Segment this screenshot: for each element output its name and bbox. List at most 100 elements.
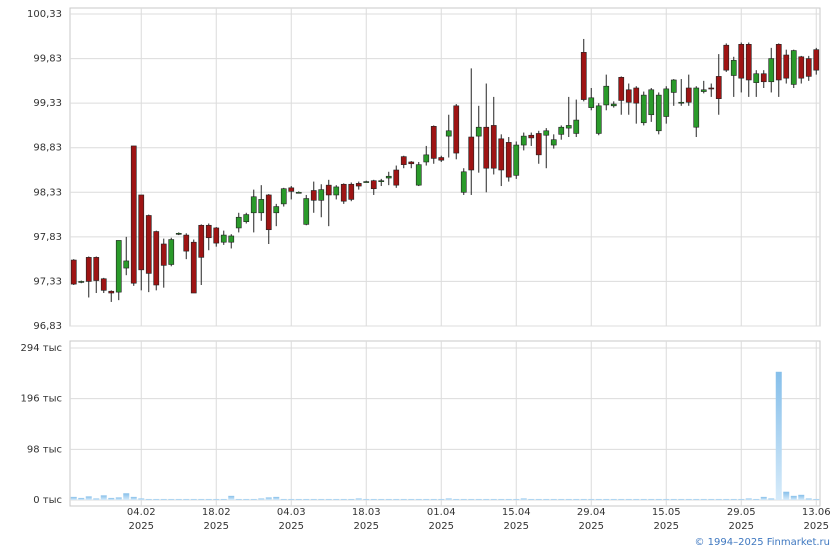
volume-bar (228, 495, 235, 500)
volume-bar (475, 498, 482, 500)
candle-body (460, 171, 467, 193)
candle-body (490, 125, 497, 169)
volume-bar (753, 498, 760, 500)
candle-body (288, 187, 295, 192)
y-tick-label: 96,83 (33, 321, 62, 332)
price-panel-frame (69, 7, 821, 327)
candle-body (700, 89, 707, 92)
candle-body (505, 142, 512, 178)
candle-body (723, 44, 730, 71)
volume-bar (288, 498, 295, 500)
candle-body (745, 44, 752, 81)
candle-body (565, 125, 572, 129)
candle-body (310, 190, 317, 201)
candle-body (295, 191, 302, 194)
volume-bar (730, 498, 737, 500)
volume-bar (550, 498, 557, 500)
candle-body (213, 227, 220, 244)
candle-body (153, 231, 160, 286)
candle-body (93, 257, 100, 281)
candle-body (378, 180, 385, 182)
volume-bar (468, 498, 475, 500)
candle-body (648, 89, 655, 116)
volume-bar (168, 498, 175, 500)
candle-body (183, 234, 190, 252)
y-tick-label: 97,83 (33, 232, 62, 243)
volume-bar (78, 497, 85, 500)
candle-body (603, 85, 610, 106)
candle-body (70, 259, 77, 285)
candle-body (588, 97, 595, 108)
candle-body (475, 126, 482, 137)
candle-body (303, 198, 310, 225)
candle-body (340, 183, 347, 202)
candle-body (145, 215, 152, 274)
volume-bar (708, 498, 715, 500)
candle-body (640, 94, 647, 124)
candle-body (580, 52, 587, 100)
x-tick-label: 29.05 2025 (727, 507, 756, 532)
volume-bar (348, 498, 355, 500)
candle-body (670, 79, 677, 93)
candle-body (220, 234, 227, 243)
candle-body (520, 135, 527, 146)
volume-bar (745, 498, 752, 500)
candle-body (685, 87, 692, 103)
volume-bar (445, 498, 452, 500)
candle-body (423, 154, 430, 163)
volume-bar (505, 498, 512, 500)
volume-bar (490, 498, 497, 500)
x-tick-label: 13.06 2025 (802, 507, 831, 532)
volume-bar (400, 498, 407, 500)
volume-bar (460, 498, 467, 500)
volume-bar (663, 498, 670, 500)
volume-bar (648, 498, 655, 500)
candle-body (760, 73, 767, 83)
candle-body (655, 94, 662, 132)
candle-body (693, 87, 700, 128)
candle-body (468, 136, 475, 171)
volume-bar (243, 498, 250, 500)
candle-body (100, 278, 107, 291)
volume-bar (535, 498, 542, 500)
volume-bar (220, 498, 227, 500)
candle-body (138, 194, 145, 271)
volume-bar (588, 498, 595, 500)
candle-body (618, 76, 625, 101)
candle-body (318, 189, 325, 201)
volume-bar (190, 498, 197, 500)
y-tick-label: 98,33 (33, 187, 62, 198)
candle-body (790, 50, 797, 85)
candle-body (550, 139, 557, 146)
candle-body (85, 257, 92, 282)
volume-bar (625, 498, 632, 500)
candle-body (738, 44, 745, 79)
candle-body (115, 240, 122, 293)
volume-bar (760, 496, 767, 500)
candle-body (445, 130, 452, 137)
candle-body (160, 243, 167, 266)
candle-body (775, 44, 782, 81)
candle-body (483, 126, 490, 169)
candle-body (205, 224, 212, 239)
volume-bar (498, 498, 505, 500)
volume-bar (685, 498, 692, 500)
volume-bar (430, 498, 437, 500)
volume-bar (85, 496, 92, 500)
x-tick-label: 18.02 2025 (202, 507, 231, 532)
volume-bar (610, 498, 617, 500)
candle-body (543, 130, 550, 136)
volume-bar (813, 498, 820, 500)
volume-bar (235, 498, 242, 500)
volume-bar (393, 498, 400, 500)
y-tick-label: 294 тыс (21, 343, 62, 354)
candle-body (813, 49, 820, 71)
volume-bar (640, 498, 647, 500)
x-tick-label: 29.04 2025 (577, 507, 606, 532)
volume-bar (115, 497, 122, 500)
y-tick-label: 0 тыс (33, 495, 62, 506)
candle-body (783, 54, 790, 79)
volume-bar (513, 498, 520, 500)
candle-body (258, 199, 265, 214)
candle-body (625, 89, 632, 103)
